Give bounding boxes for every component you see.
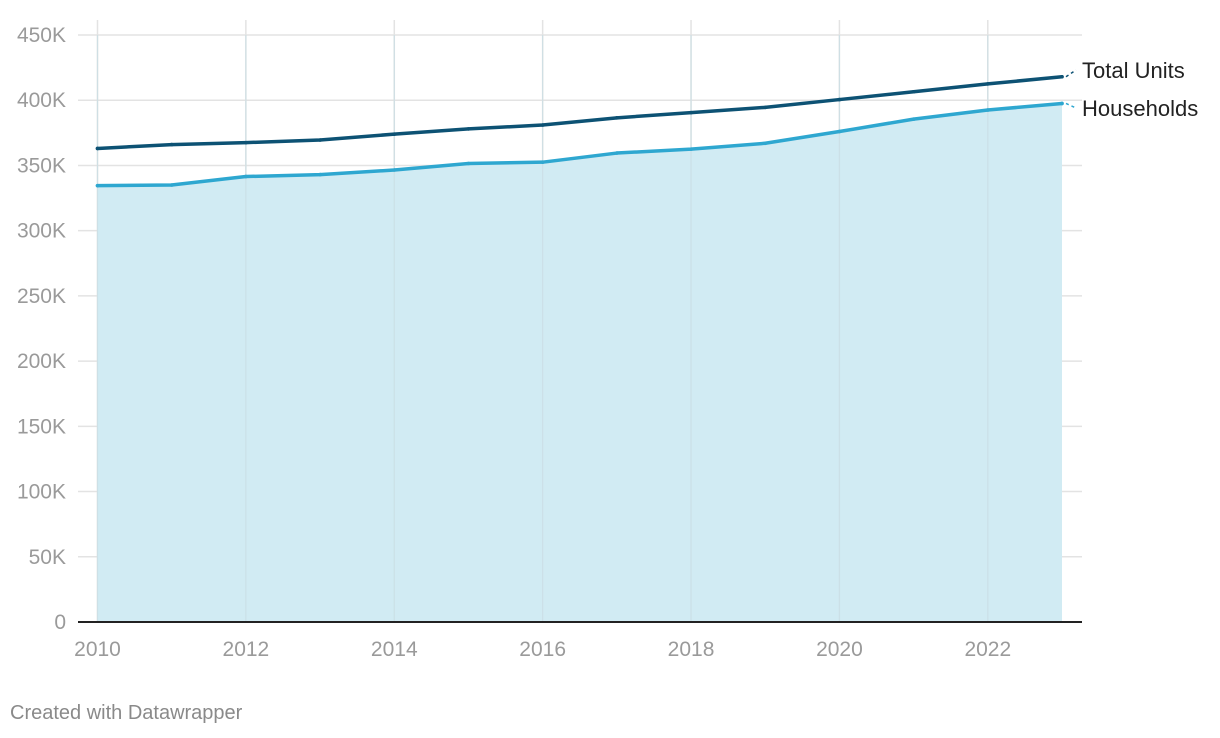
line-total-units: [95, 74, 1064, 151]
x-tick-label: 2012: [223, 638, 270, 661]
data-point-households: [318, 172, 322, 177]
data-point-total-units: [466, 127, 471, 131]
data-point-total-units: [837, 97, 842, 102]
data-point-total-units: [911, 89, 916, 94]
data-point-total-units: [986, 82, 990, 86]
data-point-total-units: [1060, 74, 1064, 79]
data-point-households: [986, 108, 990, 112]
data-point-total-units: [540, 123, 545, 127]
y-tick-label: 450K: [17, 24, 66, 47]
area-households: [97, 103, 1062, 622]
x-tick-label: 2020: [816, 638, 863, 661]
series-labels: Total Units Households: [1065, 58, 1198, 121]
data-point-households: [169, 183, 174, 187]
label-connector-total-units: [1065, 69, 1077, 78]
data-point-households: [911, 117, 916, 121]
line-layer: [95, 74, 1064, 188]
data-point-total-units: [763, 105, 768, 110]
x-tick-label: 2010: [74, 638, 121, 661]
y-tick-label: 400K: [17, 89, 66, 112]
data-point-households: [95, 183, 100, 188]
data-point-households: [837, 129, 842, 134]
line-households: [95, 101, 1064, 188]
x-tick-label: 2016: [519, 638, 566, 661]
data-point-total-units: [392, 132, 397, 136]
data-point-households: [244, 174, 248, 179]
series-label-total-units: Total Units: [1082, 58, 1185, 83]
y-tick-label: 200K: [17, 350, 66, 373]
data-point-total-units: [318, 138, 322, 142]
data-point-total-units: [615, 116, 619, 120]
data-point-households: [763, 141, 768, 146]
x-tick-label: 2014: [371, 638, 418, 661]
data-point-total-units: [689, 110, 693, 115]
y-tick-label: 0: [54, 611, 66, 634]
data-point-households: [540, 160, 545, 164]
data-point-households: [392, 168, 397, 172]
axis-layer: 0 50K 100K 150K 200K 250K 300K 350K 400K 450K 2010…: [17, 24, 1082, 661]
y-tick-label: 150K: [17, 415, 66, 438]
y-tick-label: 100K: [17, 481, 66, 504]
series-label-households: Households: [1082, 96, 1198, 121]
y-tick-label: 350K: [17, 154, 66, 177]
y-tick-label: 250K: [17, 285, 66, 308]
data-point-total-units: [95, 146, 100, 151]
data-point-total-units: [169, 142, 174, 147]
y-tick-label: 50K: [29, 546, 66, 569]
data-point-households: [466, 161, 471, 166]
data-point-households: [1060, 101, 1064, 106]
data-point-households: [689, 147, 693, 151]
data-point-households: [615, 151, 619, 155]
x-tick-label: 2022: [964, 638, 1011, 661]
y-tick-label: 300K: [17, 220, 66, 243]
data-point-total-units: [244, 140, 248, 145]
credit-text: Created with Datawrapper: [10, 702, 243, 724]
label-connector-households: [1065, 102, 1077, 109]
x-tick-label: 2018: [668, 638, 715, 661]
